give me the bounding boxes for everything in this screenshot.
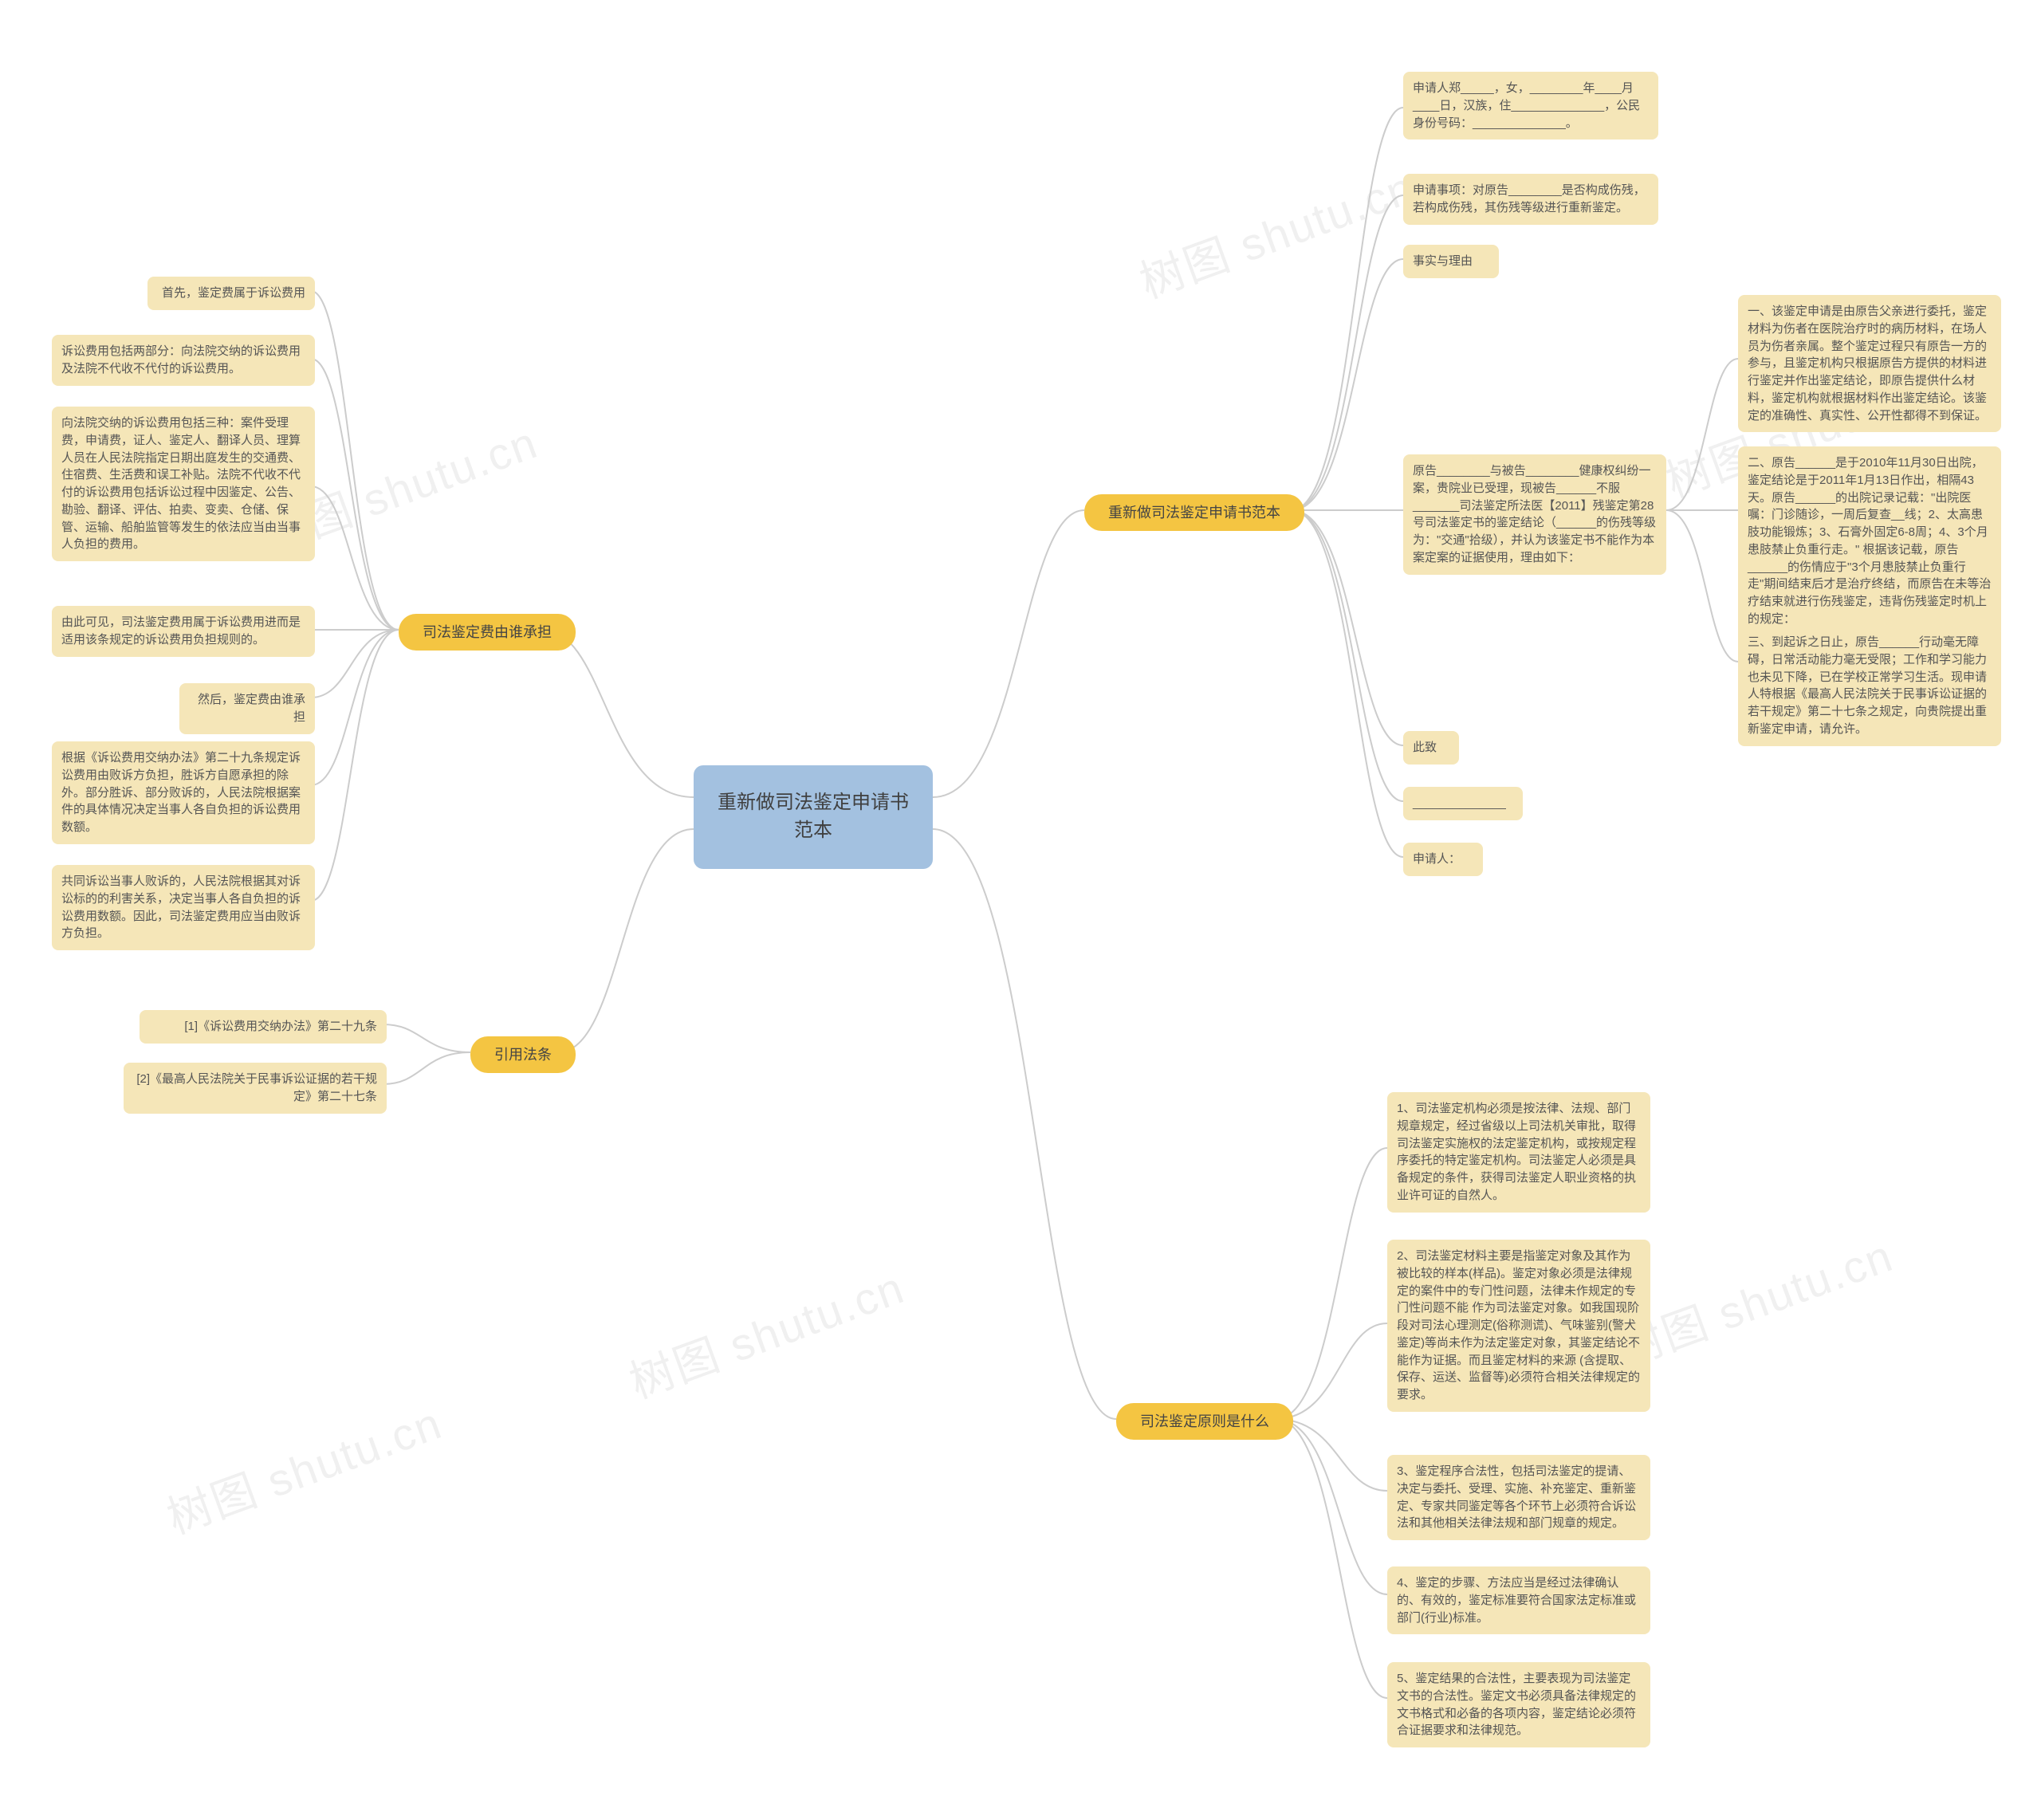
leaf-r2d: 4、鉴定的步骤、方法应当是经过法律确认的、有效的，鉴定标准要符合国家法定标准或部…	[1387, 1566, 1650, 1634]
leaf-l1a: 首先，鉴定费属于诉讼费用	[147, 277, 315, 310]
leaf-l1d: 由此可见，司法鉴定费用属于诉讼费用进而是适用该条规定的诉讼费用负担规则的。	[52, 606, 315, 657]
leaf-l1f: 根据《诉讼费用交纳办法》第二十九条规定诉讼费用由败诉方负担，胜诉方自愿承担的除外…	[52, 741, 315, 844]
leaf-l2a: [1]《诉讼费用交纳办法》第二十九条	[140, 1010, 387, 1044]
leaf-r2b: 2、司法鉴定材料主要是指鉴定对象及其作为被比较的样本(样品)。鉴定对象必须是法律…	[1387, 1240, 1650, 1412]
leaf-r1d2: 二、原告______是于2010年11月30日出院，鉴定结论是于2011年1月1…	[1738, 446, 2001, 636]
branch-right-2: 司法鉴定原则是什么	[1116, 1403, 1293, 1440]
leaf-r2a: 1、司法鉴定机构必须是按法律、法规、部门规章规定，经过省级以上司法机关审批，取得…	[1387, 1092, 1650, 1213]
leaf-r1e: 此致	[1403, 731, 1459, 765]
leaf-l1g: 共同诉讼当事人败诉的，人民法院根据其对诉讼标的的利害关系，决定当事人各自负担的诉…	[52, 865, 315, 950]
leaf-l1e: 然后，鉴定费由谁承担	[179, 683, 315, 734]
leaf-r1d3: 三、到起诉之日止，原告______行动毫无障碍，日常活动能力毫无受限；工作和学习…	[1738, 626, 2001, 746]
leaf-r1f: ______________	[1403, 787, 1523, 820]
center-node: 重新做司法鉴定申请书范本	[694, 765, 933, 869]
leaf-r1d: 原告________与被告________健康权纠纷一案，贵院业已受理，现被告_…	[1403, 454, 1666, 575]
branch-left-1: 司法鉴定费由谁承担	[399, 614, 576, 651]
watermark: 树图 shutu.cn	[619, 1252, 912, 1412]
branch-left-2: 引用法条	[470, 1036, 576, 1073]
leaf-r1c: 事实与理由	[1403, 245, 1499, 278]
leaf-l2b: [2]《最高人民法院关于民事诉讼证据的若干规定》第二十七条	[124, 1063, 387, 1114]
leaf-r1b: 申请事项：对原告________是否构成伤残，若构成伤残，其伤残等级进行重新鉴定…	[1403, 174, 1658, 225]
leaf-r2e: 5、鉴定结果的合法性，主要表现为司法鉴定文书的合法性。鉴定文书必须具备法律规定的…	[1387, 1662, 1650, 1747]
leaf-r1a: 申请人郑_____，女，________年____月____日，汉族，住____…	[1403, 72, 1658, 140]
leaf-r2c: 3、鉴定程序合法性，包括司法鉴定的提请、决定与委托、受理、实施、补充鉴定、重新鉴…	[1387, 1455, 1650, 1540]
watermark: 树图 shutu.cn	[157, 1388, 450, 1547]
leaf-l1c: 向法院交纳的诉讼费用包括三种：案件受理费，申请费，证人、鉴定人、翻译人员、理算人…	[52, 407, 315, 561]
watermark: 树图 shutu.cn	[1130, 152, 1422, 312]
leaf-r1d1: 一、该鉴定申请是由原告父亲进行委托，鉴定材料为伤者在医院治疗时的病历材料，在场人…	[1738, 295, 2001, 432]
watermark: 树图 shutu.cn	[1608, 1221, 1901, 1380]
leaf-l1b: 诉讼费用包括两部分：向法院交纳的诉讼费用及法院不代收不代付的诉讼费用。	[52, 335, 315, 386]
leaf-r1g: 申请人：	[1403, 843, 1483, 876]
branch-right-1: 重新做司法鉴定申请书范本	[1084, 494, 1304, 531]
